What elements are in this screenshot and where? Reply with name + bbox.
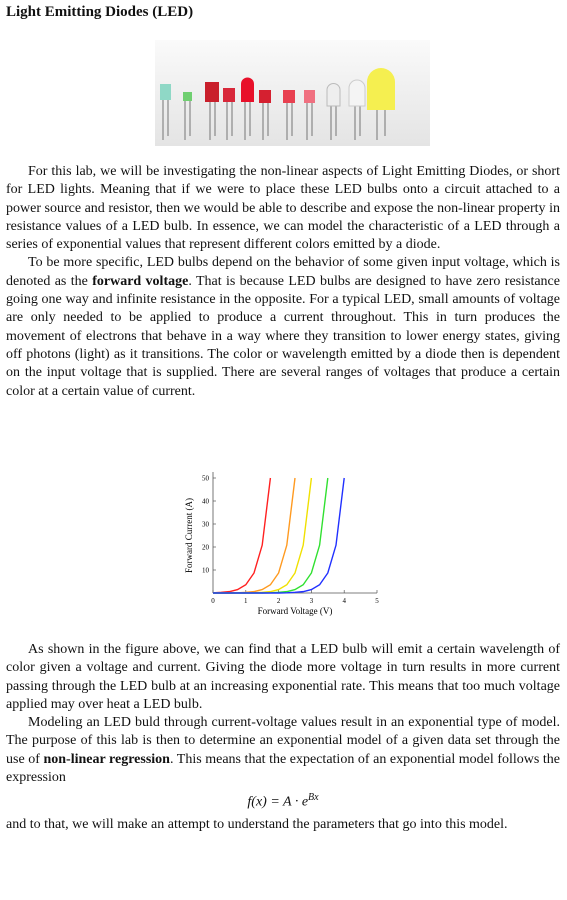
curve (213, 477, 296, 594)
y-tick-label: 40 (202, 498, 210, 506)
x-tick-label: 0 (211, 597, 215, 605)
text: Modeling an LED buld through current-vol… (6, 715, 560, 767)
formula: f(x) = A · eBx (6, 789, 560, 812)
figure-chart: 10 20 30 40 50 0 1 2 3 4 5 Forward Voltage (V) Forwa… (184, 472, 379, 616)
curve (213, 477, 329, 594)
title: Light Emitting Diodes (LED) (6, 4, 194, 20)
x-tick-label: 5 (375, 597, 379, 605)
paragraph: As shown in the figure above, we can fin… (6, 642, 560, 712)
x-tick-label: 2 (277, 597, 281, 605)
paragraph: To be more specific, LED bulbs depend on… (6, 254, 560, 400)
paragraph: For this lab, we will be investigating t… (6, 164, 560, 253)
x-tick-label: 3 (310, 597, 314, 605)
paragraph: Modeling an LED buld through current-vol… (6, 714, 560, 787)
text: To be more specific, LED bulbs depend on… (6, 255, 560, 289)
text-block: As shown in the figure above, we can fin… (6, 641, 560, 835)
text: . That is because LED bulbs are designed… (6, 273, 560, 399)
text: . This means that the expectation of an … (6, 751, 561, 786)
x-axis-label: Forward Voltage (V) (258, 606, 333, 616)
curve (213, 477, 345, 594)
y-tick-label: 30 (202, 521, 210, 529)
y-axis-label: Forward Current (A) (184, 498, 194, 573)
formula-base: f(x) = A · e (247, 795, 309, 811)
y-tick-label: 50 (202, 475, 210, 483)
y-tick-label: 10 (202, 567, 210, 575)
curve (212, 477, 272, 594)
led-photo (155, 40, 430, 146)
bold-term: non-linear regression (43, 751, 170, 767)
formula-exponent: Bx (308, 792, 319, 804)
text-block: For this lab, we will be investigating t… (6, 163, 560, 401)
x-tick-label: 4 (342, 597, 346, 605)
x-tick-label: 1 (244, 597, 248, 605)
bold-term: forward voltage (92, 273, 189, 289)
paragraph: and to that, we will make an attempt to … (6, 817, 508, 833)
y-tick-label: 20 (202, 544, 210, 552)
curve (213, 477, 313, 594)
